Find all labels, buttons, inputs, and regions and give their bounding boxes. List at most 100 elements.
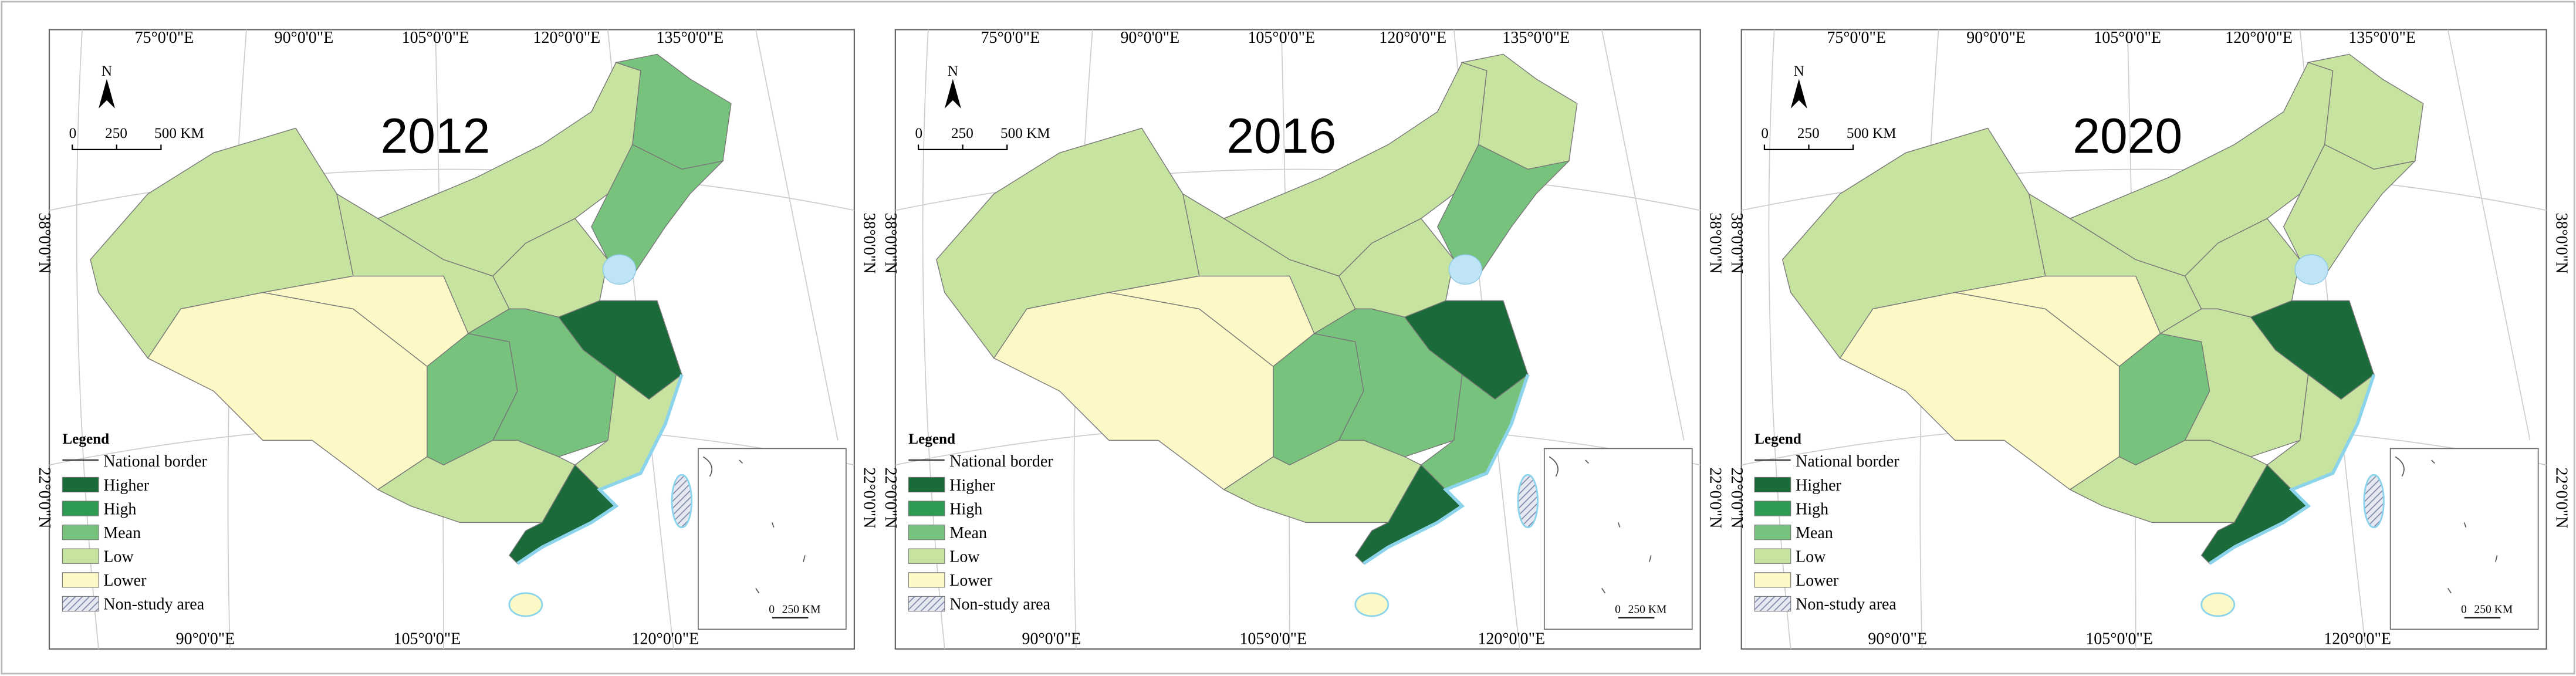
latitude-label: 22°0'0"N bbox=[1728, 467, 1746, 528]
legend-label: High bbox=[949, 500, 982, 518]
region-southwest bbox=[1223, 440, 1422, 523]
latitude-label: 22°0'0"N bbox=[881, 467, 900, 528]
latitude-label: 38°0'0"N bbox=[2552, 212, 2570, 273]
north-arrow bbox=[944, 79, 961, 109]
legend-key bbox=[1754, 501, 1791, 516]
legend-label: Higher bbox=[949, 476, 995, 495]
bohai-sea bbox=[2294, 254, 2328, 285]
legend-key bbox=[62, 525, 99, 540]
north-label: N bbox=[102, 63, 112, 79]
coastline bbox=[1363, 374, 1530, 565]
longitude-label: 90°0'0"E bbox=[1868, 630, 1927, 648]
longitude-label: 105°0'0"E bbox=[394, 630, 461, 648]
legend-label: Lower bbox=[1796, 572, 1839, 590]
legend-key bbox=[62, 572, 99, 588]
longitude-label: 105°0'0"E bbox=[402, 29, 469, 47]
legend-key bbox=[1754, 596, 1791, 612]
scale-label: 500 KM bbox=[1847, 126, 1896, 141]
legend-key bbox=[908, 572, 945, 588]
hainan bbox=[1354, 592, 1390, 617]
inset-frame bbox=[2389, 448, 2539, 630]
north-label: N bbox=[948, 63, 958, 79]
latitude-label: 38°0'0"N bbox=[1728, 212, 1746, 273]
legend-title: Legend bbox=[62, 431, 109, 447]
latitude-label: 38°0'0"N bbox=[35, 212, 53, 273]
inset-scale-label: 0 bbox=[769, 603, 775, 616]
longitude-label: 75°0'0"E bbox=[1827, 29, 1886, 47]
longitude-label: 120°0'0"E bbox=[2225, 29, 2293, 47]
legend-label: Mean bbox=[103, 524, 141, 542]
taiwan bbox=[671, 474, 693, 529]
panel-year: 2020 bbox=[2073, 108, 2182, 163]
legend-label: National border bbox=[1796, 452, 1899, 471]
north-arrow bbox=[1790, 79, 1807, 109]
inset-scale-label: 0 bbox=[1615, 603, 1621, 616]
longitude-label: 120°0'0"E bbox=[632, 630, 699, 648]
legend-title: Legend bbox=[1754, 431, 1801, 447]
legend-label: National border bbox=[103, 452, 207, 471]
latitude-label: 38°0'0"N bbox=[860, 212, 878, 273]
region-southwest bbox=[2069, 440, 2268, 523]
legend-key bbox=[62, 548, 99, 564]
legend-label: Low bbox=[949, 548, 980, 566]
inset-scale-label: 250 KM bbox=[1628, 603, 1667, 616]
panel-year: 2016 bbox=[1226, 108, 1336, 163]
legend-label: Non-study area bbox=[949, 596, 1050, 614]
legend-key bbox=[908, 548, 945, 564]
inset-scale-label: 0 bbox=[2461, 603, 2467, 616]
longitude-label: 90°0'0"E bbox=[1022, 630, 1081, 648]
longitude-label: 120°0'0"E bbox=[1478, 630, 1545, 648]
legend-key bbox=[908, 525, 945, 540]
legend-label: Higher bbox=[1796, 476, 1841, 495]
taiwan bbox=[2363, 474, 2385, 529]
region-northeast bbox=[2283, 144, 2416, 277]
coastline bbox=[2209, 374, 2376, 565]
north-arrow bbox=[98, 79, 115, 109]
longitude-label: 105°0'0"E bbox=[2094, 29, 2161, 47]
latitude-label: 38°0'0"N bbox=[881, 212, 900, 273]
scale-label: 500 KM bbox=[1000, 126, 1050, 141]
scale-label: 0 bbox=[915, 126, 922, 141]
graticule bbox=[2447, 29, 2531, 441]
legend-label: High bbox=[1796, 500, 1828, 518]
longitude-label: 120°0'0"E bbox=[2324, 630, 2391, 648]
legend-key bbox=[62, 476, 99, 493]
scale-bar bbox=[1763, 144, 1854, 150]
inset-scale-label: 250 KM bbox=[2474, 603, 2513, 616]
legend-key bbox=[908, 476, 945, 493]
longitude-label: 120°0'0"E bbox=[533, 29, 601, 47]
longitude-label: 90°0'0"E bbox=[1966, 29, 2026, 47]
region-northeast bbox=[591, 144, 725, 277]
legend-label: Lower bbox=[949, 572, 993, 590]
scale-label: 250 bbox=[105, 126, 127, 141]
longitude-label: 120°0'0"E bbox=[1379, 29, 1446, 47]
hainan bbox=[508, 592, 543, 617]
legend-title: Legend bbox=[908, 431, 955, 447]
map-panel: 0 250 KM 75°0'0"E 90°0'0"E 105°0'0"E 120°0'0"… bbox=[1728, 29, 2570, 650]
longitude-label: 105°0'0"E bbox=[1239, 630, 1307, 648]
panel-year: 2012 bbox=[381, 108, 491, 163]
legend-label: Non-study area bbox=[1796, 596, 1896, 614]
latitude-label: 22°0'0"N bbox=[860, 467, 878, 528]
legend-label: High bbox=[103, 500, 136, 518]
legend-label: Low bbox=[1796, 548, 1826, 566]
longitude-label: 135°0'0"E bbox=[1502, 29, 1570, 47]
taiwan bbox=[1517, 474, 1539, 529]
scale-bar bbox=[917, 144, 1008, 150]
graticule bbox=[755, 29, 839, 441]
hainan bbox=[2200, 592, 2236, 617]
bohai-sea bbox=[602, 254, 637, 285]
legend-label: Lower bbox=[103, 572, 147, 590]
inset-coast bbox=[2395, 456, 2498, 594]
scale-bar bbox=[72, 144, 162, 150]
legend-label: National border bbox=[949, 452, 1053, 471]
region-northeast bbox=[1436, 144, 1570, 277]
inset-frame bbox=[698, 448, 847, 630]
map-panel: 0 250 KM 75°0'0"E 90°0'0"E 105°0'0"E 120°0'0"… bbox=[35, 29, 878, 650]
legend-label: Mean bbox=[1796, 524, 1833, 542]
legend-key bbox=[1754, 548, 1791, 564]
longitude-label: 135°0'0"E bbox=[2348, 29, 2416, 47]
latitude-label: 22°0'0"N bbox=[35, 467, 53, 528]
longitude-label: 75°0'0"E bbox=[135, 29, 194, 47]
